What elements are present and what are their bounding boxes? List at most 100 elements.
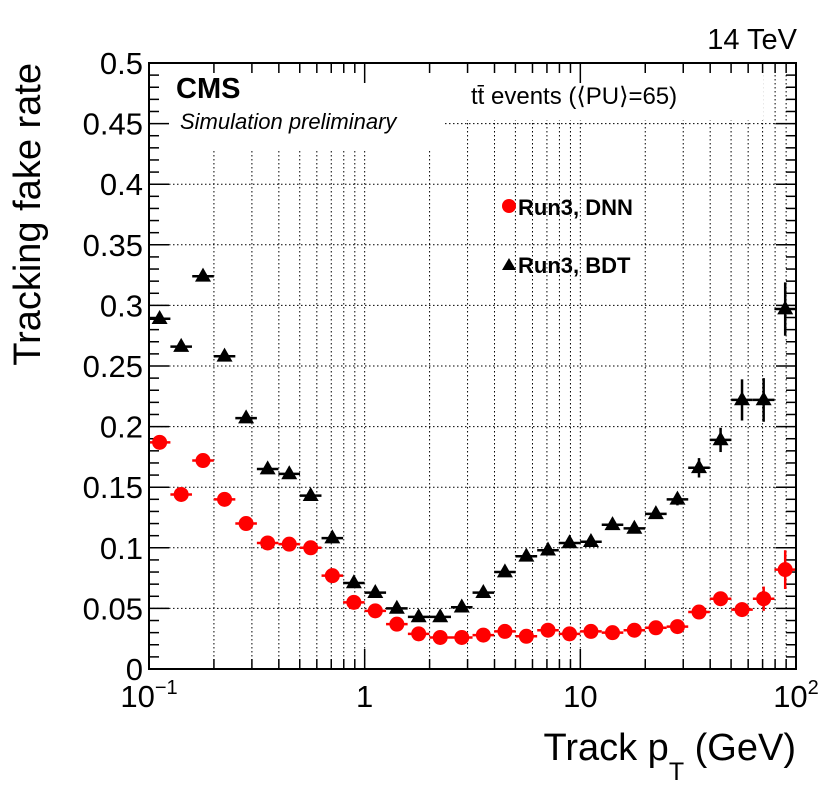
- data-point-circle: [669, 619, 685, 635]
- data-point-circle: [152, 434, 168, 450]
- legend-label-bdt: Run3, BDT: [518, 253, 631, 278]
- y-tick-label: 0.2: [100, 410, 143, 445]
- data-point-circle: [734, 602, 750, 618]
- data-point-triangle: [238, 409, 255, 424]
- legend-item-dnn: Run3, DNN: [502, 195, 633, 220]
- data-point-triangle: [690, 459, 707, 474]
- data-point-triangle: [173, 337, 190, 352]
- x-tick-label-base: 1: [356, 679, 373, 714]
- x-axis-title-subscript: T: [669, 758, 684, 786]
- data-point-circle: [605, 625, 621, 641]
- y-tick-label: 0.05: [83, 591, 143, 626]
- y-tick-label: 0.25: [83, 349, 143, 384]
- y-tick-label: 0.35: [83, 228, 143, 263]
- data-point-circle: [518, 628, 534, 644]
- process-label-box: [443, 64, 763, 120]
- grid: [149, 63, 796, 669]
- data-point-triangle: [604, 516, 621, 531]
- legend-marker-triangle: [502, 258, 516, 270]
- data-point-circle: [540, 622, 556, 638]
- y-tick-label: 0.4: [100, 167, 143, 202]
- data-point-circle: [260, 535, 276, 551]
- data-point-triangle: [647, 505, 664, 520]
- data-point-triangle: [388, 599, 405, 614]
- x-axis-title-unit: (GeV): [684, 727, 796, 769]
- data-point-circle: [432, 629, 448, 645]
- legend-label-dnn: Run3, DNN: [518, 195, 633, 220]
- x-tick-label-base: 10: [120, 679, 154, 714]
- data-point-triangle: [496, 563, 513, 578]
- data-point-circle: [238, 516, 254, 532]
- x-tick-label: 10: [563, 679, 597, 714]
- data-point-triangle: [259, 460, 276, 475]
- data-point-circle: [454, 629, 470, 645]
- data-point-triangle: [712, 431, 729, 446]
- y-tick-label: 0.15: [83, 470, 143, 505]
- cms-label-box: [151, 64, 443, 150]
- legend-item-bdt: Run3, BDT: [502, 253, 631, 278]
- data-point-triangle: [626, 519, 643, 534]
- data-point-triangle: [453, 598, 470, 613]
- data-point-triangle: [432, 608, 449, 623]
- x-axis-title: Track pT (GeV): [544, 727, 796, 786]
- series-bdt: [148, 267, 796, 623]
- data-point-triangle: [410, 608, 427, 623]
- data-point-triangle: [582, 533, 599, 548]
- data-point-circle: [389, 616, 405, 632]
- data-point-circle: [346, 594, 362, 610]
- data-point-triangle: [734, 391, 751, 406]
- x-tick-label: 10−1: [120, 677, 177, 714]
- data-point-triangle: [281, 465, 298, 480]
- data-points: [148, 267, 796, 645]
- data-point-triangle: [539, 541, 556, 556]
- data-point-circle: [713, 591, 729, 607]
- data-point-circle: [756, 591, 772, 607]
- data-point-circle: [583, 623, 599, 639]
- data-point-triangle: [777, 300, 794, 315]
- series-dnn: [148, 434, 796, 645]
- x-tick-label-base: 10: [773, 679, 807, 714]
- y-tick-label: 0.45: [83, 107, 143, 142]
- data-point-circle: [173, 486, 189, 502]
- y-tick-labels: 0 0.05 0.1 0.15 0.2 0.25 0.3 0.35 0.4 0.45 0.5: [83, 46, 143, 687]
- data-point-triangle: [216, 347, 233, 362]
- data-point-triangle: [367, 583, 384, 598]
- data-point-triangle: [302, 487, 319, 502]
- y-tick-label: 0: [126, 652, 143, 687]
- data-point-circle: [475, 627, 491, 643]
- data-point-triangle: [561, 534, 578, 549]
- data-point-triangle: [755, 391, 772, 406]
- y-axis-title: Tracking fake rate: [7, 63, 49, 366]
- data-point-circle: [217, 491, 233, 507]
- x-axis-title-main: Track p: [544, 727, 669, 769]
- data-point-circle: [648, 620, 664, 636]
- plot-frame: [148, 62, 797, 670]
- data-point-triangle: [345, 574, 362, 589]
- x-tick-label-base: 10: [563, 679, 597, 714]
- simulation-preliminary-label: Simulation preliminary: [180, 109, 398, 134]
- cms-label: CMS: [176, 73, 240, 105]
- data-point-circle: [367, 603, 383, 619]
- legend-marker-circle: [502, 199, 516, 213]
- x-tick-labels: 10−1 1 10 102: [120, 677, 818, 714]
- data-point-circle: [562, 626, 578, 642]
- data-point-circle: [281, 536, 297, 552]
- data-point-circle: [411, 626, 427, 642]
- legend: Run3, DNN Run3, BDT: [502, 195, 633, 278]
- data-point-triangle: [151, 310, 168, 325]
- data-point-triangle: [324, 529, 341, 544]
- data-point-triangle: [195, 267, 212, 282]
- data-point-triangle: [669, 490, 686, 505]
- energy-label: 14 TeV: [707, 24, 797, 56]
- y-tick-label: 0.3: [100, 288, 143, 323]
- data-point-circle: [691, 604, 707, 620]
- process-label-text: tt̄ events (⟨PU⟩=65): [471, 83, 677, 110]
- data-point-triangle: [518, 547, 535, 562]
- data-point-triangle: [475, 583, 492, 598]
- x-tick-label: 102: [773, 677, 819, 714]
- data-point-circle: [497, 623, 513, 639]
- data-point-circle: [324, 568, 340, 584]
- data-point-circle: [303, 540, 319, 556]
- process-label: tt̄ events (⟨PU⟩=65): [471, 83, 677, 110]
